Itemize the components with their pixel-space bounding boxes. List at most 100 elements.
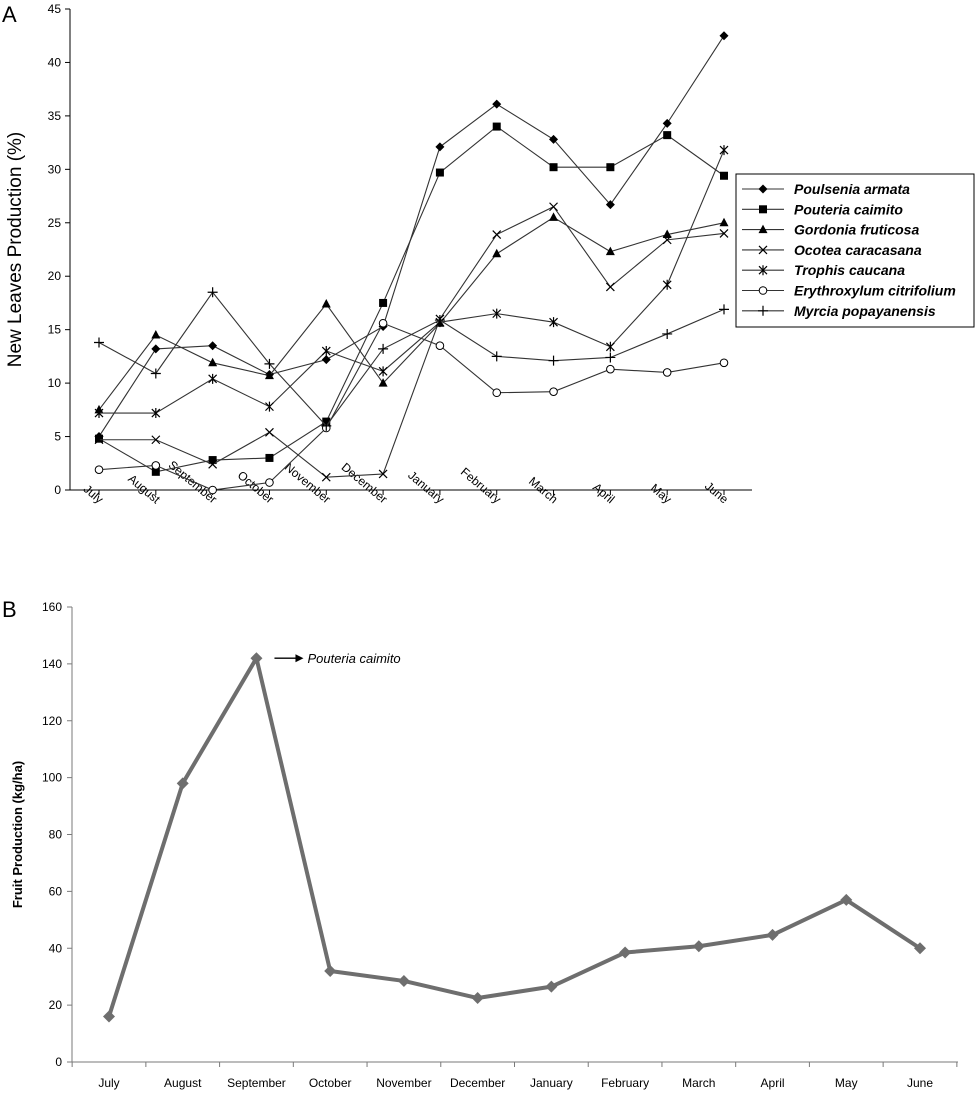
annotation-arrow-head xyxy=(295,654,304,663)
y-axis-label: New Leaves Production (%) xyxy=(5,132,26,368)
series-line-poulsenia-armata xyxy=(98,35,725,437)
data-point-myrcia-popayanensis-june xyxy=(719,304,729,315)
data-point-ocotea-caracasana-july xyxy=(94,435,104,445)
x-tick-label-october: October xyxy=(309,1076,352,1090)
x-tick-label-june: June xyxy=(907,1076,933,1090)
data-point-pouteria-caimito-june xyxy=(720,171,728,180)
legend-marker-trophis-caucana xyxy=(758,265,768,276)
legend-label-erythroxylum-citrifolium: Erythroxylum citrifolium xyxy=(794,283,956,299)
x-tick-label-june: June xyxy=(702,479,731,507)
data-point-poulsenia-armata-september xyxy=(208,341,218,351)
data-point-erythroxylum-citrifolium-september xyxy=(208,485,217,495)
data-point-myrcia-popayanensis-november xyxy=(321,420,332,431)
y-tick-label: 80 xyxy=(49,828,63,842)
data-point-poulsenia-armata-november xyxy=(321,355,331,365)
x-tick-label-august: August xyxy=(164,1076,202,1090)
legend-marker-poulsenia-armata xyxy=(758,184,768,194)
x-tick-label-november: November xyxy=(376,1076,431,1090)
data-point-myrcia-popayanensis-october xyxy=(264,358,275,369)
data-point-trophis-caucana-march xyxy=(549,317,558,328)
data-point-pouteria-caimito-september xyxy=(208,456,217,465)
legend-box xyxy=(735,173,975,328)
data-point-june xyxy=(914,942,926,955)
legend-marker-pouteria-caimito xyxy=(759,205,767,214)
data-point-ocotea-caracasana-november xyxy=(321,472,331,482)
panel-b-chart: 0 20 40 60 80 100 120 140 160 July August September… xyxy=(10,600,958,1090)
data-point-gordonia-fruticosa-june xyxy=(719,217,729,227)
data-point-pouteria-caimito-july xyxy=(95,434,103,443)
data-point-april xyxy=(766,928,779,941)
data-point-erythroxylum-citrifolium-july xyxy=(94,465,104,474)
series-line-fruit-production xyxy=(107,656,922,1018)
data-point-poulsenia-armata-may xyxy=(662,118,672,128)
data-point-may xyxy=(840,893,853,906)
data-point-poulsenia-armata-april xyxy=(605,200,615,210)
series-erythroxylum-citrifolium xyxy=(94,318,729,495)
data-point-pouteria-caimito-january xyxy=(435,168,444,177)
data-point-ocotea-caracasana-june xyxy=(719,229,729,238)
data-point-trophis-caucana-june xyxy=(719,145,729,156)
data-point-march xyxy=(692,940,705,953)
x-tick-label-august: August xyxy=(125,472,163,507)
annotation-label: Pouteria caimito xyxy=(307,651,400,666)
series-ocotea-caracasana xyxy=(94,202,729,482)
data-point-erythroxylum-citrifolium-june xyxy=(719,358,729,368)
data-point-ocotea-caracasana-october xyxy=(265,427,274,437)
legend-label-pouteria-caimito: Pouteria caimito xyxy=(794,201,903,217)
series-line-gordonia-fruticosa xyxy=(98,216,725,411)
data-point-gordonia-fruticosa-february xyxy=(492,248,502,258)
data-point-pouteria-caimito-february xyxy=(492,122,501,131)
data-point-gordonia-fruticosa-december xyxy=(378,378,388,387)
data-point-august xyxy=(176,777,189,790)
x-tick-label-may: May xyxy=(835,1076,858,1090)
data-point-october xyxy=(324,965,337,977)
data-point-trophis-caucana-february xyxy=(492,308,502,319)
series-myrcia-popayanensis xyxy=(94,287,729,431)
data-point-erythroxylum-citrifolium-january xyxy=(435,341,445,351)
y-tick-label: 140 xyxy=(42,657,62,671)
data-point-myrcia-popayanensis-january xyxy=(434,315,445,326)
series-poulsenia-armata xyxy=(94,31,729,442)
legend-marker-gordonia-fruticosa xyxy=(758,224,768,234)
data-point-gordonia-fruticosa-august xyxy=(151,330,161,339)
data-point-ocotea-caracasana-september xyxy=(208,459,218,469)
y-tick-label: 20 xyxy=(48,269,62,283)
x-tick-label-july: July xyxy=(98,1076,119,1090)
data-point-pouteria-caimito-october xyxy=(265,453,274,462)
data-point-ocotea-caracasana-august xyxy=(151,435,161,445)
y-tick-label: 60 xyxy=(49,884,63,898)
data-point-july xyxy=(103,1010,115,1023)
series-line-pouteria-caimito xyxy=(98,125,725,473)
data-point-erythroxylum-citrifolium-may xyxy=(662,368,672,377)
data-point-myrcia-popayanensis-may xyxy=(662,328,673,339)
data-point-poulsenia-armata-january xyxy=(435,142,445,152)
data-point-pouteria-caimito-april xyxy=(606,163,615,172)
x-tick-label-february: February xyxy=(601,1076,649,1090)
data-point-february xyxy=(619,946,632,959)
data-point-gordonia-fruticosa-march xyxy=(549,212,559,221)
y-tick-label: 35 xyxy=(48,109,62,123)
x-tick-label-february: February xyxy=(458,465,504,507)
panel-a-label: A xyxy=(2,2,17,27)
data-point-trophis-caucana-october xyxy=(265,401,274,412)
data-point-erythroxylum-citrifolium-march xyxy=(549,387,558,396)
legend-label-ocotea-caracasana: Ocotea caracasana xyxy=(794,242,922,258)
y-tick-label: 160 xyxy=(42,600,62,614)
data-point-pouteria-caimito-may xyxy=(663,131,672,140)
x-tick-label-january: January xyxy=(405,468,447,506)
y-tick-label: 40 xyxy=(49,941,63,955)
x-tick-label-may: May xyxy=(648,481,674,506)
x-tick-label-april: April xyxy=(590,480,617,506)
data-point-myrcia-popayanensis-february xyxy=(491,351,502,362)
legend-marker-myrcia-popayanensis xyxy=(758,305,768,316)
y-tick-label: 5 xyxy=(54,430,61,444)
x-tick-label-december: December xyxy=(450,1076,505,1090)
y-tick-label: 0 xyxy=(54,483,61,497)
x-tick-label-march: March xyxy=(682,1076,715,1090)
data-point-gordonia-fruticosa-october xyxy=(264,370,274,380)
y-tick-label: 15 xyxy=(48,323,62,337)
data-point-pouteria-caimito-august xyxy=(151,467,160,476)
y-tick-label: 0 xyxy=(55,1055,62,1069)
data-point-september xyxy=(250,652,263,665)
